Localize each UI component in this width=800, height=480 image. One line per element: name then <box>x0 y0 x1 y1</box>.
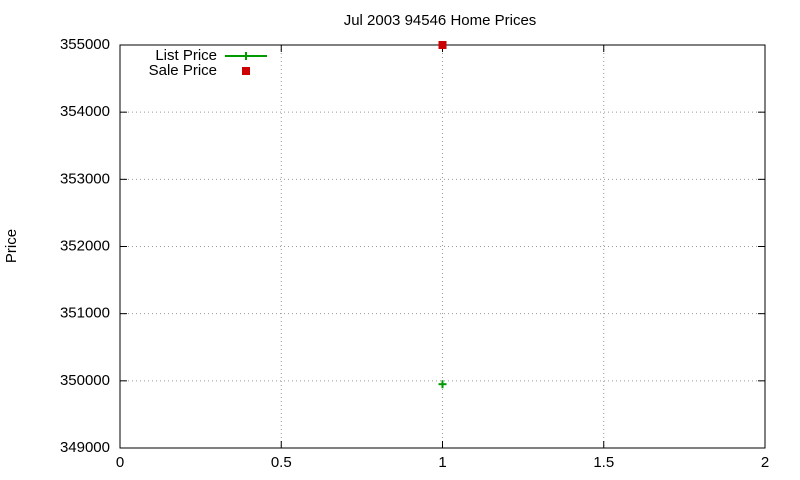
x-tick-label: 1.5 <box>593 454 614 471</box>
x-tick-label: 2 <box>761 454 769 471</box>
y-tick-label: 352000 <box>60 237 110 254</box>
y-tick-label: 355000 <box>60 36 110 53</box>
y-tick-label: 350000 <box>60 372 110 389</box>
legend-label: List Price <box>155 47 217 64</box>
x-tick-label: 0.5 <box>271 454 292 471</box>
y-tick-label: 349000 <box>60 439 110 456</box>
point <box>242 67 250 75</box>
x-tick-label: 1 <box>438 454 446 471</box>
y-axis-label: Price <box>3 229 20 263</box>
point <box>438 380 447 389</box>
point <box>242 52 250 60</box>
point <box>438 41 447 49</box>
chart-title: Jul 2003 94546 Home Prices <box>344 12 537 29</box>
y-tick-label: 351000 <box>60 305 110 322</box>
y-tick-label: 354000 <box>60 103 110 120</box>
legend-label: Sale Price <box>149 62 217 79</box>
x-tick-label: 0 <box>116 454 124 471</box>
y-tick-label: 353000 <box>60 170 110 187</box>
